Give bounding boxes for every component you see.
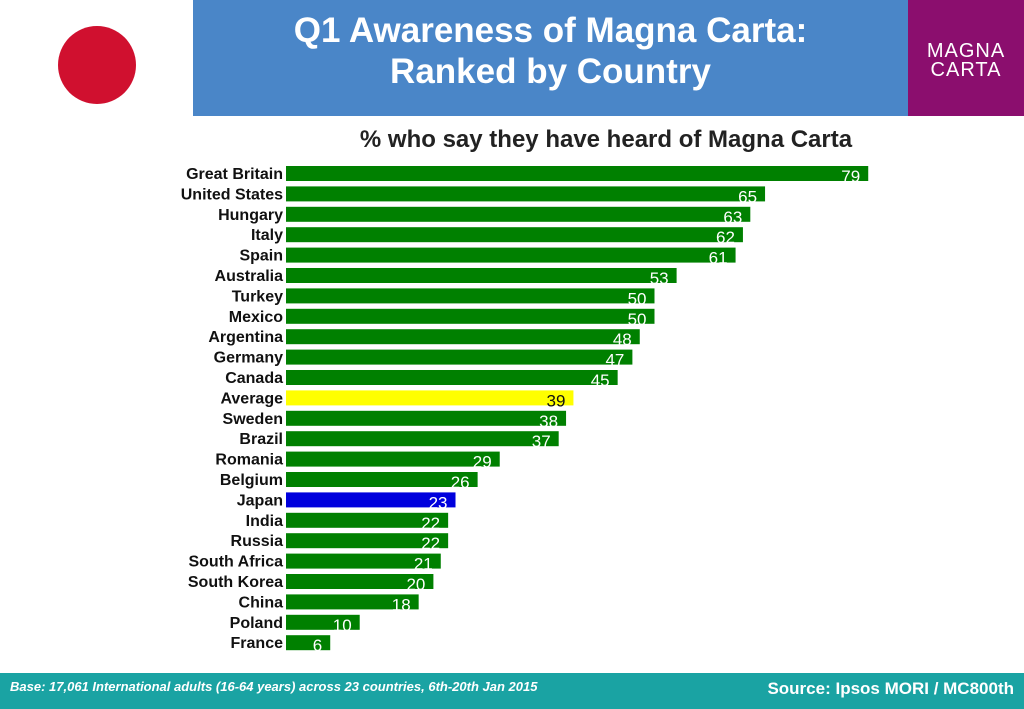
category-label: Italy — [251, 227, 283, 244]
data-label: 61 — [709, 249, 728, 268]
category-label: France — [231, 635, 284, 652]
data-label: 65 — [738, 187, 757, 206]
bar — [286, 390, 574, 406]
category-label: Average — [220, 390, 283, 407]
bar — [286, 635, 331, 651]
bar — [286, 268, 677, 283]
category-label: Hungary — [218, 207, 283, 224]
bar — [286, 431, 559, 447]
data-label: 47 — [605, 351, 624, 370]
bar — [286, 166, 869, 181]
base-note: Base: 17,061 International adults (16-64… — [10, 679, 538, 694]
logo-line-2: CARTA — [930, 59, 1002, 81]
bar — [286, 512, 449, 528]
bar — [286, 308, 655, 324]
category-label: Brazil — [239, 431, 283, 448]
footer-bar: Base: 17,061 International adults (16-64… — [0, 673, 1024, 709]
data-label: 79 — [841, 167, 860, 186]
category-label: Romania — [215, 452, 283, 469]
data-label: 39 — [547, 391, 566, 410]
category-label: Poland — [230, 615, 283, 632]
data-label: 23 — [429, 493, 448, 512]
bar — [286, 410, 567, 426]
data-label: 10 — [333, 616, 352, 635]
data-label: 45 — [591, 371, 610, 390]
bar-chart: Great Britain 79 United States 65 Hungary 63 I… — [181, 166, 869, 655]
bar — [286, 614, 360, 630]
data-label: 37 — [532, 432, 551, 451]
bar — [286, 594, 419, 610]
category-label: Russia — [231, 533, 284, 550]
category-label: Canada — [225, 370, 283, 387]
chart-title: % who say they have heard of Magna Carta — [359, 126, 853, 153]
data-label: 6 — [313, 636, 322, 655]
data-label: 50 — [628, 289, 647, 308]
bar — [286, 329, 640, 345]
data-label: 22 — [421, 534, 440, 553]
bar — [286, 451, 500, 467]
data-label: 20 — [406, 575, 425, 594]
bar — [286, 553, 441, 569]
category-label: United States — [181, 186, 283, 203]
flag-panel — [0, 0, 194, 116]
category-label: South Africa — [188, 554, 283, 571]
bar — [286, 370, 618, 385]
bar — [286, 247, 736, 263]
logo-line-1: MAGNA — [926, 40, 1006, 62]
category-label: Argentina — [208, 329, 283, 346]
category-label: South Korea — [188, 574, 283, 591]
bar — [286, 472, 478, 487]
data-label: 22 — [421, 514, 440, 533]
bar — [286, 349, 633, 365]
category-label: Mexico — [229, 309, 283, 326]
title-line-1: Q1 Awareness of Magna Carta: — [293, 11, 808, 50]
magna-carta-logo: MAGNA CARTA — [908, 0, 1024, 116]
bar — [286, 574, 434, 589]
category-label: Spain — [239, 248, 283, 265]
category-label: China — [239, 594, 284, 611]
category-label: Japan — [237, 492, 283, 509]
source-note: Source: Ipsos MORI / MC800th — [767, 679, 1014, 698]
bar — [286, 227, 743, 243]
japan-flag-icon — [58, 26, 136, 104]
data-label: 38 — [539, 412, 558, 431]
bar — [286, 533, 449, 549]
title-line-2: Ranked by Country — [390, 52, 711, 91]
category-label: Great Britain — [186, 166, 283, 183]
data-label: 29 — [473, 453, 492, 472]
category-label: India — [246, 513, 283, 530]
data-label: 26 — [451, 473, 470, 492]
data-label: 18 — [392, 595, 411, 614]
category-label: Turkey — [232, 288, 283, 305]
category-label: Australia — [215, 268, 284, 285]
data-label: 50 — [628, 310, 647, 329]
category-label: Belgium — [220, 472, 283, 489]
category-label: Sweden — [223, 411, 283, 428]
data-label: 63 — [723, 208, 742, 227]
bar — [286, 288, 655, 304]
bar — [286, 206, 751, 222]
data-label: 48 — [613, 330, 632, 349]
page-title: Q1 Awareness of Magna Carta: Ranked by C… — [193, 10, 908, 92]
bar — [286, 186, 766, 202]
data-label: 62 — [716, 228, 735, 247]
category-label: Germany — [214, 350, 283, 367]
header-bar: Q1 Awareness of Magna Carta: Ranked by C… — [193, 0, 908, 116]
bar — [286, 492, 456, 508]
data-label: 21 — [414, 555, 433, 574]
data-label: 53 — [650, 269, 669, 288]
